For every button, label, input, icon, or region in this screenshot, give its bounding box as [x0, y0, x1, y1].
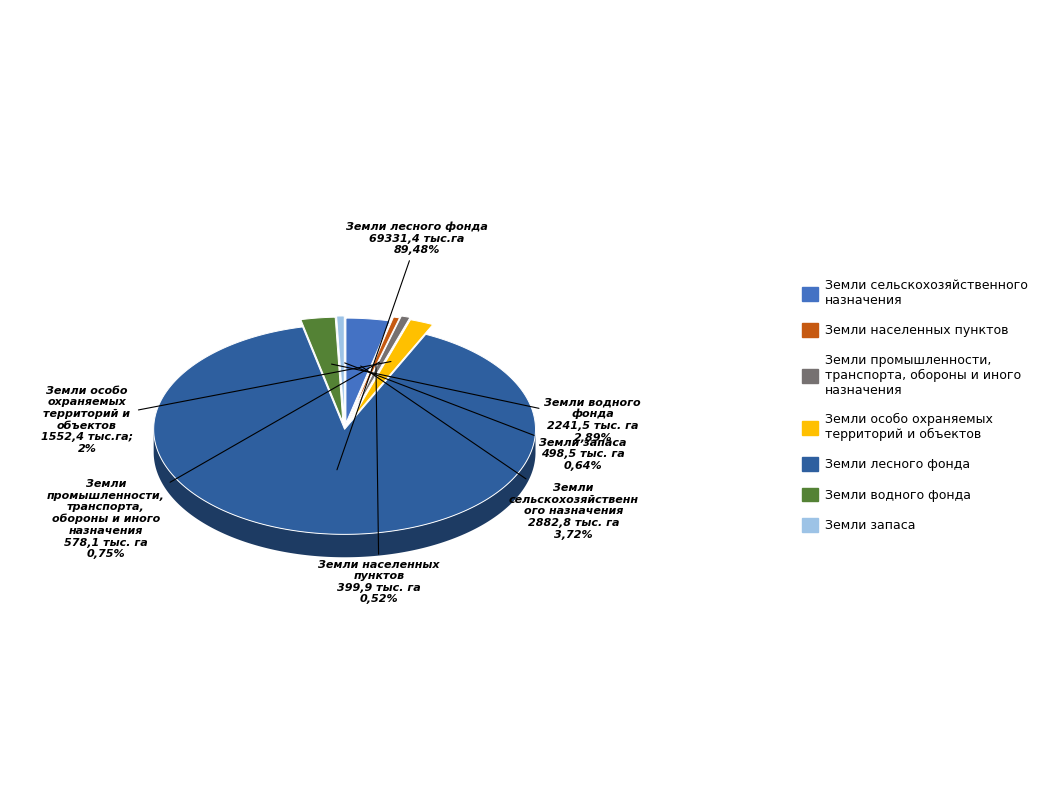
Text: Земли
сельскохозяйственн
ого назначения
2882,8 тыс. га
3,72%: Земли сельскохозяйственн ого назначения …: [361, 366, 638, 539]
Polygon shape: [301, 317, 343, 422]
Polygon shape: [345, 318, 391, 423]
Polygon shape: [153, 429, 536, 557]
Polygon shape: [351, 316, 410, 418]
Polygon shape: [337, 316, 344, 421]
Polygon shape: [352, 320, 433, 419]
Text: Земли запаса
498,5 тыс. га
0,64%: Земли запаса 498,5 тыс. га 0,64%: [344, 363, 627, 470]
Polygon shape: [153, 327, 536, 534]
Text: Земли
промышленности,
транспорта,
обороны и иного
назначения
578,1 тыс. га
0,75%: Земли промышленности, транспорта, оборон…: [47, 362, 379, 560]
Text: Земли лесного фонда
69331,4 тыс.га
89,48%: Земли лесного фонда 69331,4 тыс.га 89,48…: [337, 221, 488, 470]
Text: Земли населенных
пунктов
399,9 тыс. га
0,52%: Земли населенных пунктов 399,9 тыс. га 0…: [318, 365, 440, 604]
Text: Земли особо
охраняемых
территорий и
объектов
1552,4 тыс.га;
2%: Земли особо охраняемых территорий и объе…: [41, 362, 391, 454]
Text: Земли водного
фонда
2241,5 тыс. га
2,89%: Земли водного фонда 2241,5 тыс. га 2,89%: [332, 364, 642, 443]
Legend: Земли сельскохозяйственного
назначения, Земли населенных пунктов, Земли промышле: Земли сельскохозяйственного назначения, …: [797, 274, 1033, 537]
Polygon shape: [350, 317, 400, 419]
